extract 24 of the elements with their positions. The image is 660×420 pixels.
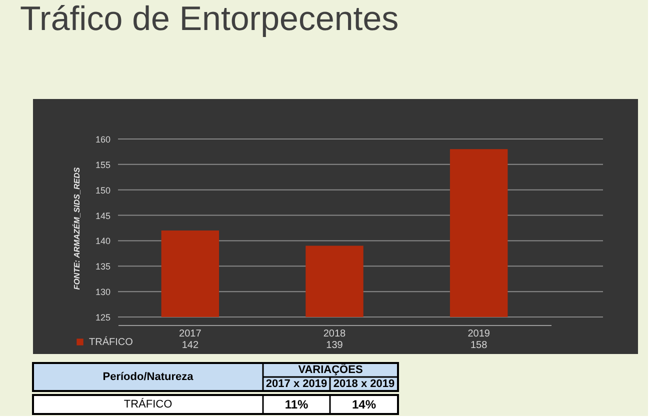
y-tick-label: 140: [95, 236, 110, 246]
x-tick-label: 2018: [323, 328, 346, 340]
text: 14%: [352, 398, 376, 412]
chart-title: Tráfico de Entorpecentes: [20, 0, 399, 38]
text: VARIAÇÕES: [298, 363, 363, 376]
x-tick-label: 2019: [468, 328, 490, 340]
y-tick-label: 135: [95, 262, 110, 272]
y-tick-label: 125: [95, 312, 110, 322]
data-label: 158: [470, 340, 488, 351]
text: 11%: [284, 398, 309, 412]
data-label: 139: [326, 340, 344, 351]
data-label: 142: [182, 340, 199, 351]
text: 2017 x 2019: [266, 378, 328, 390]
legend-label: TRÁFICO: [89, 336, 134, 348]
text: TRÁFICO: [124, 398, 173, 410]
y-axis-title: FONTE: ARMAZÉM_SIDS_REDS: [71, 166, 82, 290]
y-tick-label: 130: [95, 287, 110, 298]
text: 2018 x 2019: [333, 378, 395, 390]
y-tick-label: 160: [95, 134, 110, 144]
y-tick-label: 150: [95, 185, 110, 196]
y-tick-label: 155: [95, 160, 110, 170]
x-tick-label: 2017: [179, 328, 202, 340]
y-tick-label: 145: [95, 210, 110, 221]
text: Período/Natureza: [102, 371, 194, 383]
